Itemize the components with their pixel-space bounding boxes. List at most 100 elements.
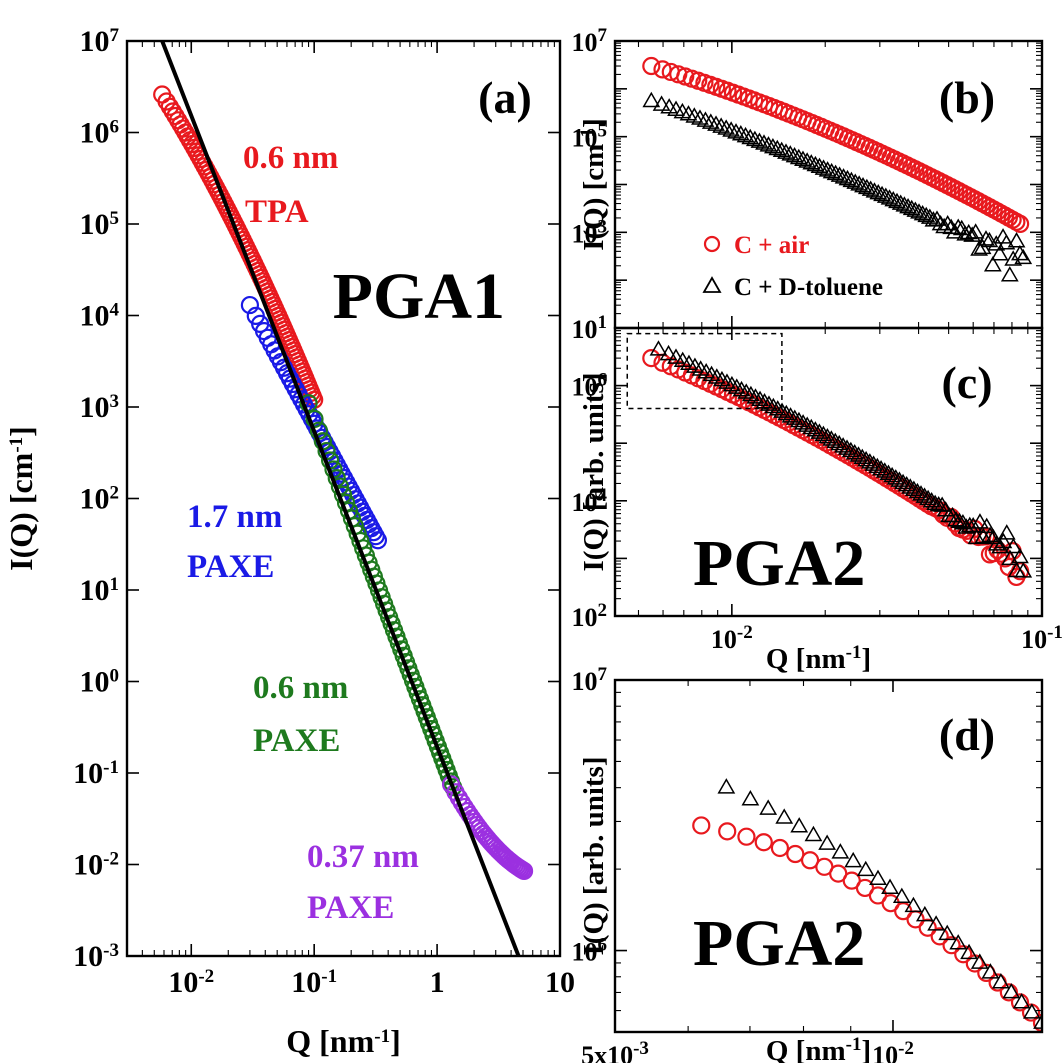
y-tick-label: 107: [572, 25, 608, 58]
data-point: [240, 295, 260, 315]
data-point: [652, 95, 671, 111]
annotation-method: PAXE: [253, 723, 340, 759]
x-tick-base: 10: [1021, 625, 1047, 654]
data-point: [899, 197, 917, 214]
data-point: [770, 838, 790, 858]
data-point: [826, 164, 845, 181]
data-point: [514, 861, 534, 881]
y-tick-label: 103: [80, 391, 120, 425]
y-tick-exp: 4: [598, 484, 608, 505]
data-point: [913, 204, 932, 221]
data-point: [918, 918, 937, 937]
x-tick-exp: -2: [898, 1038, 914, 1059]
data-point: [790, 817, 809, 833]
annotation-line1: 0.37 nm: [307, 839, 419, 875]
data-point: [642, 91, 661, 108]
y-tick-base: 10: [80, 117, 110, 150]
legend-label-text: C + air: [734, 232, 809, 259]
data-point: [970, 240, 989, 256]
y-tick-exp: 5: [110, 208, 120, 229]
data-point: [727, 378, 746, 394]
data-point: [785, 409, 804, 425]
y-tick-base: 10: [572, 603, 598, 632]
y-tick-exp: 6: [598, 369, 608, 390]
y-tick-label: 10-1: [73, 757, 119, 791]
y-tick-exp: 4: [110, 299, 120, 320]
x-tick-base: 10: [291, 966, 321, 999]
data-point: [857, 450, 875, 467]
panel-label-text: (c): [941, 357, 992, 408]
data-point: [818, 161, 837, 177]
zoom-box: [626, 332, 783, 410]
data-point: [814, 425, 833, 442]
data-point: [755, 392, 774, 409]
data-point: [883, 466, 902, 483]
annotation-line1: 1.7 nm: [187, 499, 282, 535]
legend-marker: [703, 235, 721, 253]
y-axis-label: I(Q) [arb. units]: [578, 757, 610, 956]
data-point: [873, 185, 891, 202]
data-point: [930, 927, 949, 946]
y-tick-exp: -3: [103, 940, 119, 961]
x-axis-label: Q [nm-1]: [766, 1034, 871, 1063]
data-point: [1012, 993, 1031, 1009]
data-point: [777, 143, 795, 159]
x-tick-label: 10-2: [872, 1038, 914, 1063]
panel-label-text: (d): [939, 709, 995, 760]
x-axis-label-text: Q [nm: [766, 1035, 846, 1063]
data-point: [834, 168, 853, 184]
data-point: [1033, 1015, 1041, 1029]
data-point: [981, 963, 1000, 979]
panel-label: (a): [478, 72, 532, 123]
data-point: [872, 459, 890, 476]
y-tick-label: 10-2: [73, 848, 119, 882]
data-point: [1004, 250, 1023, 266]
data-point: [790, 411, 808, 428]
y-tick-base: 10: [572, 28, 598, 57]
y-axis-label-sup: -1: [577, 128, 598, 144]
data-point: [737, 383, 756, 399]
data-point: [938, 924, 957, 941]
data-point: [723, 375, 741, 392]
y-tick-exp: 2: [598, 600, 608, 621]
data-point: [785, 146, 804, 163]
y-tick-base: 10: [572, 315, 598, 344]
data-point: [806, 155, 825, 172]
data-point: [760, 395, 778, 411]
data-point: [830, 166, 849, 182]
data-point: [745, 130, 764, 147]
data-point: [810, 423, 829, 439]
annotation-line2: TPA: [245, 194, 309, 230]
data-point: [977, 517, 996, 534]
data-point: [910, 203, 928, 219]
data-point: [818, 834, 837, 850]
data-point: [971, 513, 989, 529]
data-point: [781, 145, 800, 161]
data-point: [692, 816, 711, 835]
x-axis-label: Q [nm-1]: [286, 1023, 400, 1059]
data-point: [919, 489, 938, 506]
data-point: [741, 789, 760, 806]
data-point: [299, 394, 318, 413]
data-point: [750, 132, 769, 148]
x-tick-base: 10: [545, 966, 575, 999]
y-tick-label: 107: [80, 25, 120, 59]
series-c-d-toluene: [717, 778, 1041, 1029]
data-point: [1002, 982, 1021, 999]
data-point: [1014, 248, 1033, 265]
data-point: [794, 150, 812, 166]
plot-frame: [613, 678, 1044, 1034]
y-axis-label-end: ]: [3, 426, 39, 437]
data-point: [701, 113, 720, 129]
annotation-size: 1.7 nm: [187, 499, 282, 535]
data-point: [888, 192, 906, 209]
y-tick-base: 10: [80, 300, 110, 333]
data-point: [659, 344, 678, 361]
data-point: [908, 482, 927, 499]
series-0-6-nm-paxe: [299, 394, 463, 797]
data-point: [895, 196, 914, 212]
data-point: [868, 457, 887, 474]
data-point: [886, 469, 905, 485]
y-tick-label: 106: [572, 369, 608, 402]
panel-label-text: (a): [478, 72, 532, 123]
